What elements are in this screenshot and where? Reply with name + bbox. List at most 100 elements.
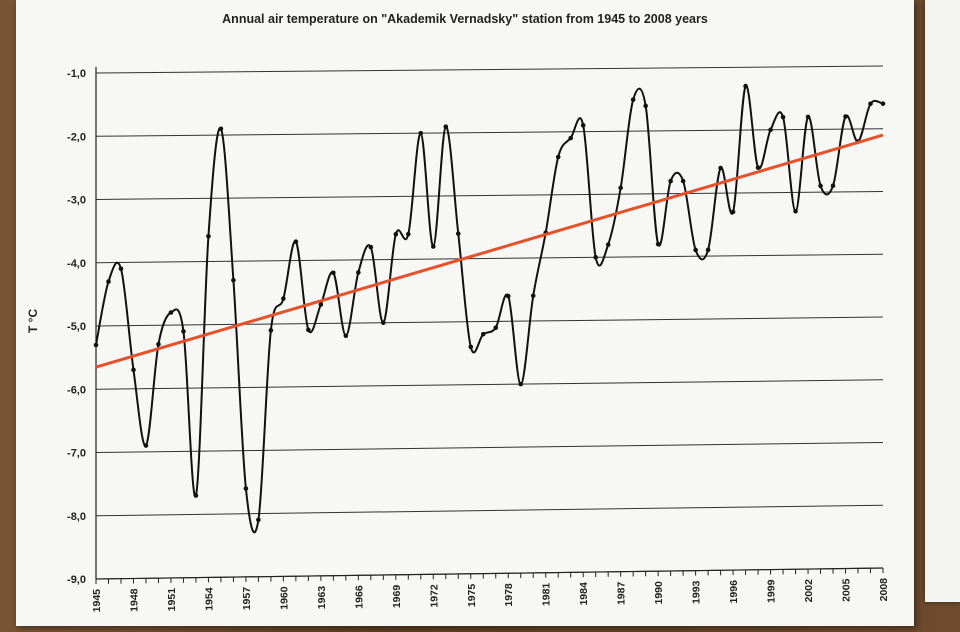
chart-paper-sheet [16,0,914,626]
x-tick-label: 1951 [166,588,178,612]
data-point [693,247,698,253]
data-point [406,231,411,237]
data-point [805,114,811,120]
data-point [755,165,761,170]
y-tick-label: -8,0 [67,511,86,523]
x-tick-label: 1993 [691,580,703,604]
data-point [830,183,836,189]
data-point [281,296,286,301]
y-tick-label: -5,0 [67,321,86,333]
data-point [256,517,261,523]
data-point [668,178,673,184]
x-tick-label: 1957 [241,587,253,611]
data-point [630,97,636,102]
gridline [95,128,884,137]
data-point [480,331,486,337]
data-point [568,135,573,141]
x-tick-label: 1990 [653,581,665,605]
data-point [643,103,648,109]
data-point [680,178,686,184]
data-point [443,124,449,129]
data-point [168,310,174,315]
data-point [393,231,399,237]
gridline [95,65,884,74]
data-point [518,381,524,387]
data-point [243,486,249,491]
x-tick-label: 1978 [503,583,515,607]
y-tick-label: -9,0 [67,574,86,586]
data-point [193,493,199,498]
x-tick-label: 1984 [578,582,590,606]
data-point [605,242,611,247]
data-point [143,443,149,448]
data-point [93,342,99,348]
data-point [343,333,349,339]
x-tick-label: 1987 [616,582,628,606]
data-point [306,327,311,333]
data-point [530,293,536,299]
data-point [118,266,124,272]
data-point [331,270,336,276]
data-point [181,329,186,334]
x-tick-label: 1975 [466,584,478,608]
data-point [131,367,136,373]
data-point [743,83,748,89]
data-point [768,127,773,133]
data-point [505,293,511,299]
x-tick-label: 1963 [316,586,328,610]
temperature-line [95,85,884,534]
y-tick-label: -2,0 [67,131,86,143]
x-tick-label: 1972 [428,584,440,608]
gridline [95,379,884,390]
data-point [555,154,561,160]
gridline [95,504,884,517]
gridline [95,316,884,327]
data-point [218,126,224,132]
data-point [793,208,798,214]
x-tick-label: 1969 [391,585,403,609]
y-tick-label: -4,0 [67,258,86,270]
data-point [206,233,211,239]
x-tick-label: 1996 [728,580,740,604]
data-point [880,101,886,106]
gridline [95,191,884,200]
gridline [95,442,884,453]
data-point [293,239,299,244]
chart-title: Annual air temperature on "Akademik Vern… [222,12,708,26]
data-point [730,209,736,215]
data-point [780,114,786,120]
data-point [468,344,474,350]
gridline [95,253,884,264]
y-tick-label: -7,0 [67,448,86,460]
data-point [106,279,111,284]
y-tick-label: -3,0 [67,195,86,207]
y-tick-label: -1,0 [67,68,86,80]
data-point [368,244,374,250]
x-tick-label: 1948 [128,588,140,612]
data-point [231,277,236,283]
data-point [818,183,823,189]
data-point [493,325,499,331]
data-point [156,341,161,347]
data-point [455,231,461,236]
data-point [580,123,586,128]
x-tick-label: 1999 [766,579,778,603]
data-point [718,165,723,171]
x-tick-label: 1960 [278,586,290,610]
x-tick-label: 1954 [203,587,215,611]
x-tick-label: 2008 [878,578,890,602]
x-axis-line [95,567,884,580]
x-tick-label: 1945 [91,589,103,613]
data-point [356,270,361,275]
x-tick-label: 1981 [541,583,553,607]
data-point [430,244,436,249]
adjacent-paper-sheet [925,0,960,602]
data-point [593,255,598,260]
data-point [268,328,274,333]
x-tick-label: 1966 [353,585,365,609]
data-point [655,241,661,247]
y-tick-label: -6,0 [67,384,86,396]
x-tick-label: 2005 [841,578,853,602]
data-point [418,130,424,136]
data-point [868,101,873,107]
